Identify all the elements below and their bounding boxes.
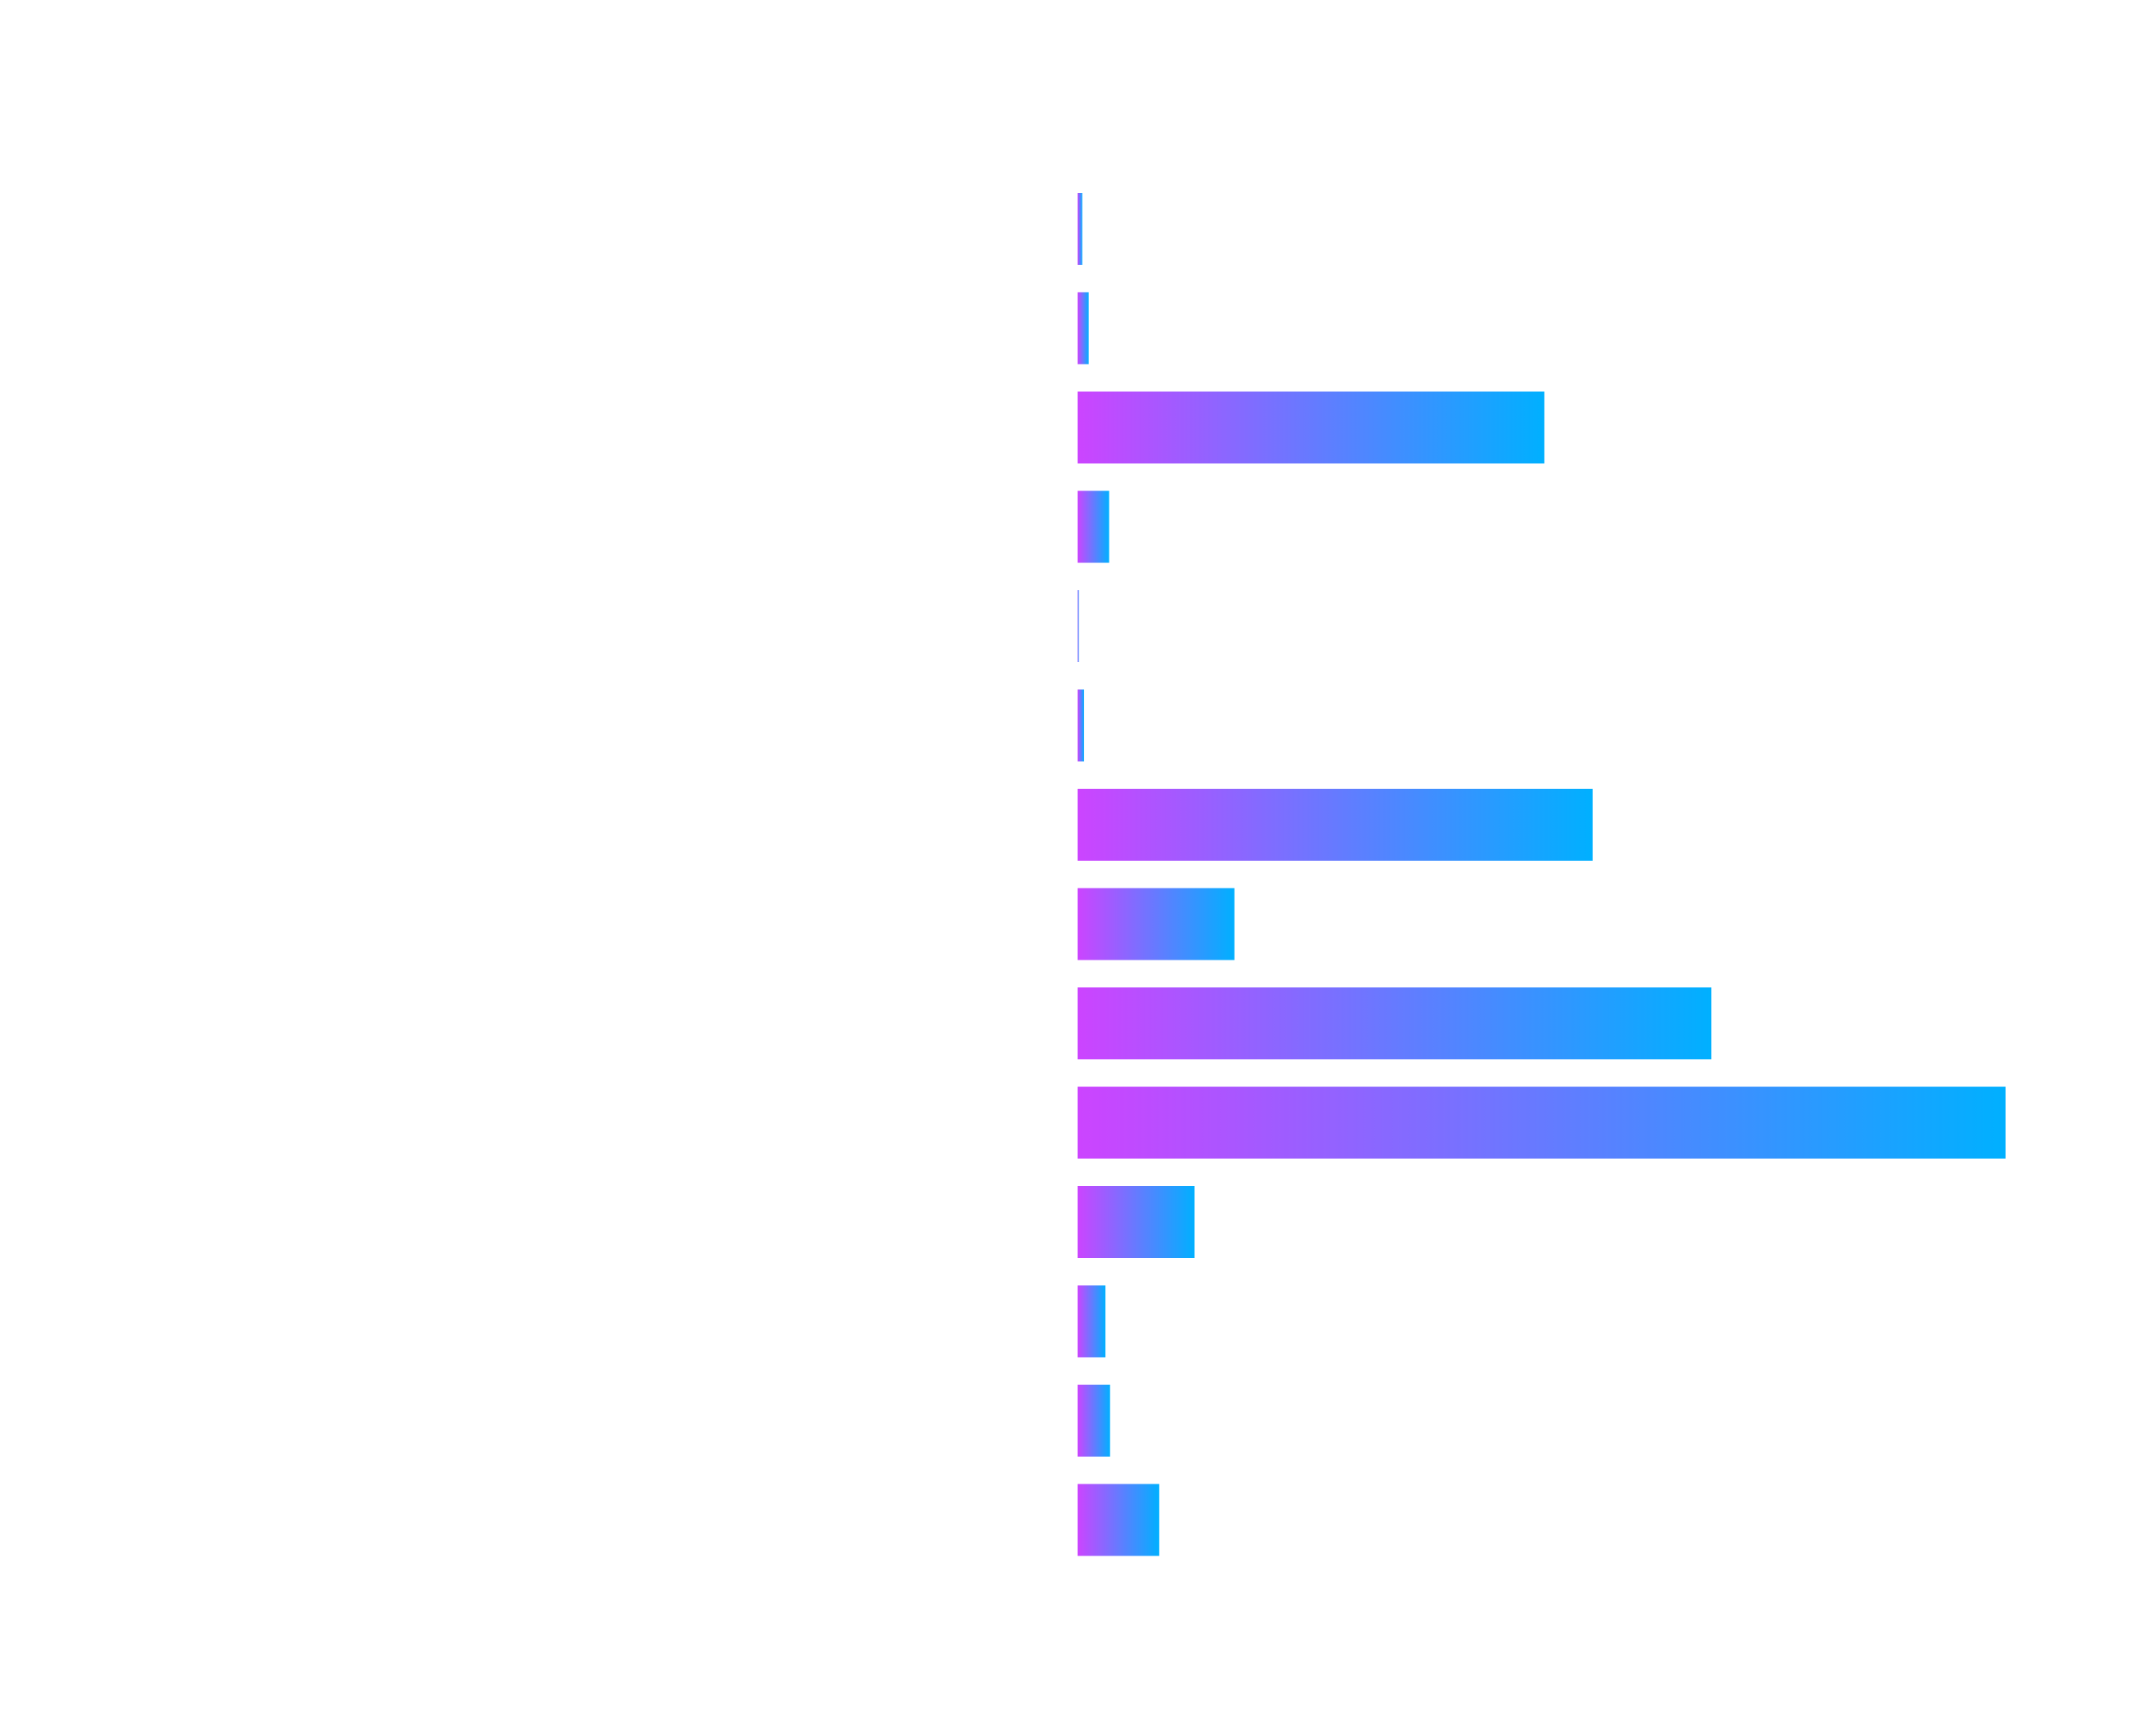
bar-8 xyxy=(1078,888,1235,960)
bar-9 xyxy=(1078,987,1712,1059)
bar-4 xyxy=(1078,490,1109,563)
bar-13 xyxy=(1078,1385,1110,1457)
bar-10 xyxy=(1078,1086,2006,1159)
bar-6 xyxy=(1078,689,1084,762)
bar-12 xyxy=(1078,1285,1106,1358)
bar-5 xyxy=(1078,590,1079,662)
bar-7 xyxy=(1078,789,1593,861)
bar-14 xyxy=(1078,1484,1159,1556)
bar-11 xyxy=(1078,1186,1195,1258)
bar-1 xyxy=(1078,193,1082,265)
bars-group xyxy=(1078,193,2006,1556)
bar-3 xyxy=(1078,392,1544,463)
bar-2 xyxy=(1078,292,1089,365)
